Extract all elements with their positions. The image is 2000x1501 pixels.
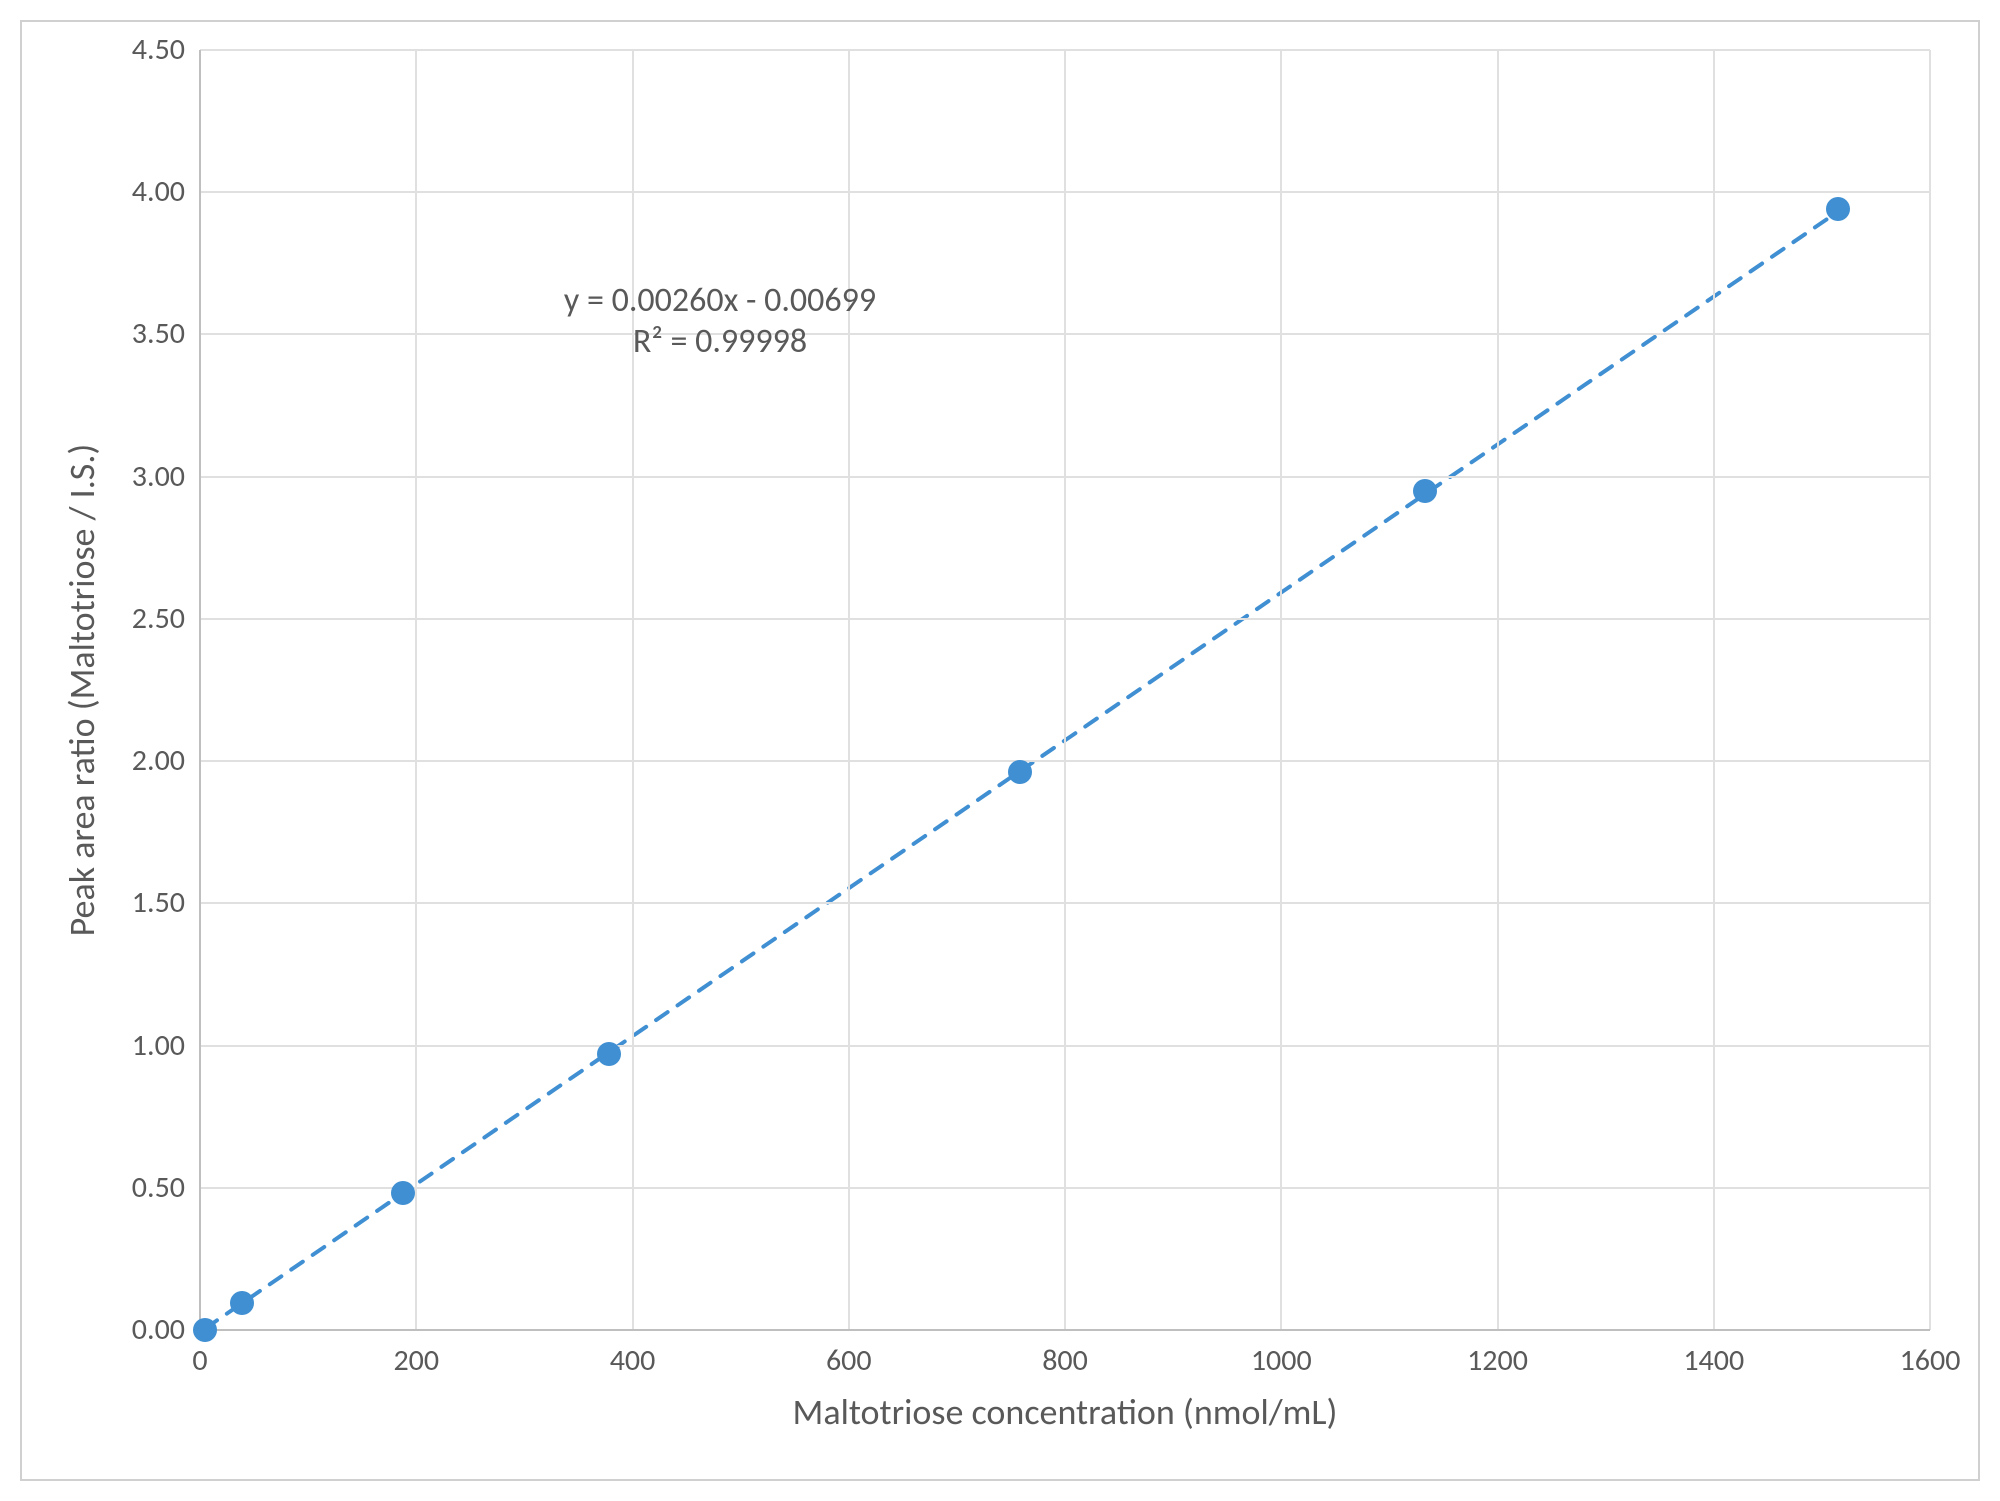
gridline-vertical — [848, 50, 850, 1330]
chart-container: y = 0.00260x - 0.00699 R² = 0.99998 Malt… — [0, 0, 2000, 1501]
x-tick-label: 600 — [799, 1342, 899, 1379]
x-tick-label: 200 — [366, 1342, 466, 1379]
x-tick-label: 1600 — [1880, 1342, 1980, 1379]
gridline-vertical — [1064, 50, 1066, 1330]
rsq-text: R² = 0.99998 — [564, 321, 876, 362]
gridline-vertical — [1929, 50, 1931, 1330]
x-axis-line — [200, 1329, 1930, 1331]
y-tick-label: 0.50 — [100, 1169, 185, 1206]
y-tick-label: 3.50 — [100, 315, 185, 352]
data-point — [1008, 760, 1032, 784]
x-tick-label: 1000 — [1231, 1342, 1331, 1379]
gridline-vertical — [1497, 50, 1499, 1330]
y-tick-label: 4.50 — [100, 31, 185, 68]
equation-text: y = 0.00260x - 0.00699 — [564, 280, 876, 321]
x-tick-label: 0 — [150, 1342, 250, 1379]
data-point — [1826, 197, 1850, 221]
gridline-vertical — [1280, 50, 1282, 1330]
x-tick-label: 1200 — [1448, 1342, 1548, 1379]
y-tick-label: 1.50 — [100, 884, 185, 921]
x-tick-label: 800 — [1015, 1342, 1115, 1379]
y-tick-label: 2.00 — [100, 742, 185, 779]
x-axis-title: Maltotriose concentration (nmol/mL) — [793, 1390, 1338, 1434]
gridline-vertical — [632, 50, 634, 1330]
data-point — [1413, 479, 1437, 503]
y-tick-label: 1.00 — [100, 1027, 185, 1064]
y-axis-line — [199, 50, 201, 1330]
x-tick-label: 1400 — [1664, 1342, 1764, 1379]
regression-annotation: y = 0.00260x - 0.00699 R² = 0.99998 — [564, 280, 876, 362]
y-tick-label: 3.00 — [100, 458, 185, 495]
data-point — [193, 1318, 217, 1342]
data-point — [391, 1181, 415, 1205]
data-point — [230, 1291, 254, 1315]
gridline-vertical — [415, 50, 417, 1330]
x-tick-label: 400 — [583, 1342, 683, 1379]
gridline-vertical — [1713, 50, 1715, 1330]
plot-area — [200, 50, 1930, 1330]
y-axis-title: Peak area ratio (Maltotriose / I.S.) — [60, 444, 104, 937]
y-tick-label: 4.00 — [100, 173, 185, 210]
data-point — [597, 1042, 621, 1066]
y-tick-label: 2.50 — [100, 600, 185, 637]
